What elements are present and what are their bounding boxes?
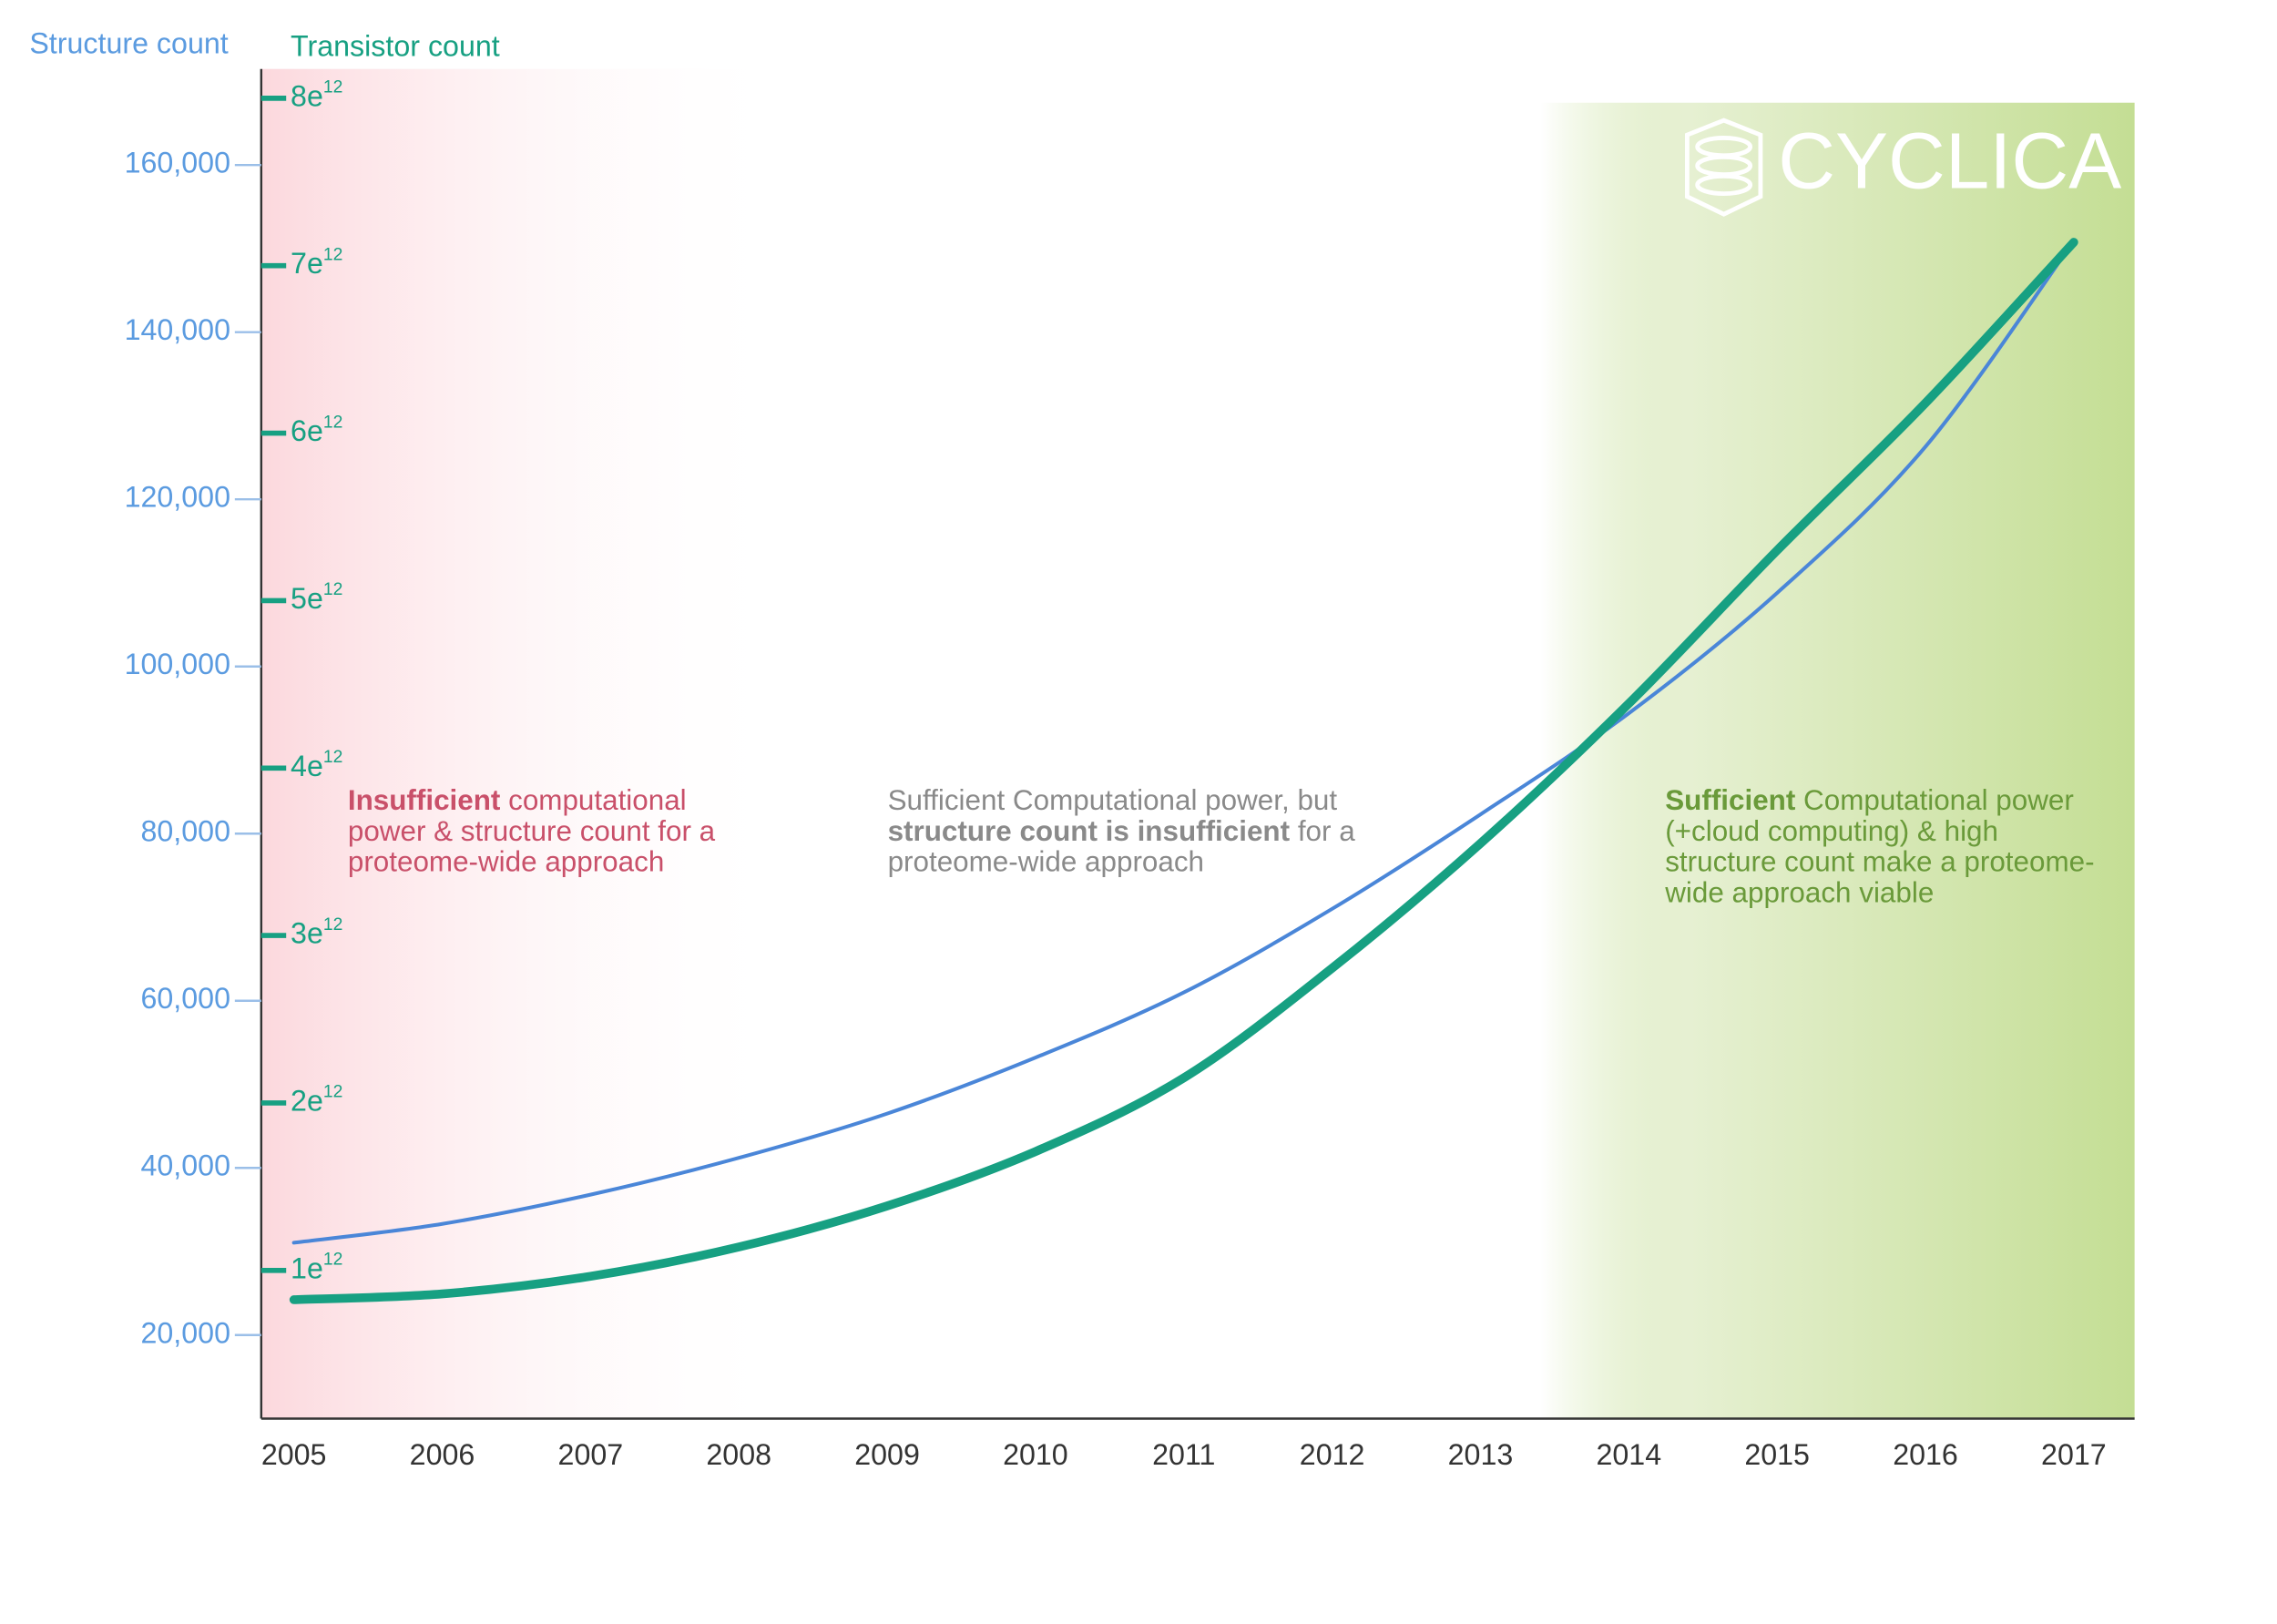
annotation-text: Sufficient Computational power, but stru…: [888, 786, 1431, 878]
y-tick-label: 60,000: [141, 982, 230, 1015]
x-tick-label: 2005: [261, 1438, 327, 1471]
annotation-part: computational power & structure count fo…: [347, 786, 723, 879]
x-tick-label: 2016: [1893, 1438, 1958, 1471]
annotation: Sufficient Computational power (+cloud c…: [1665, 786, 2105, 909]
y2-tick-label: 8e12: [291, 78, 342, 113]
logo: [1684, 117, 1763, 217]
x-tick-label: 2012: [1300, 1438, 1365, 1471]
insufficient-region: [260, 68, 790, 1419]
x-tick-label: 2013: [1448, 1438, 1514, 1471]
y-tick-label: 40,000: [141, 1149, 230, 1182]
sufficient-region: [1540, 102, 2135, 1419]
y-tick-label: 120,000: [125, 481, 230, 514]
y2-tick-label: 4e12: [291, 748, 342, 782]
series-line: [291, 239, 2076, 1245]
y-tick-label: 100,000: [125, 648, 230, 680]
x-tick-label: 2010: [1003, 1438, 1068, 1471]
annotation-part: structure count is insufficient: [887, 815, 1291, 848]
y-tick-label: 80,000: [141, 815, 230, 848]
annotation: Sufficient Computational power, but stru…: [888, 786, 1431, 878]
annotation-part: Computational power (+cloud computing) &…: [1665, 786, 2095, 910]
y-tick-label: 160,000: [125, 147, 230, 179]
logo-text: CYCLICA: [1778, 117, 2121, 206]
annotation-part: for a proteome-wide approach: [887, 815, 1363, 879]
x-tick-label: 2014: [1596, 1438, 1661, 1471]
annotation-text: Insufficient computational power & struc…: [348, 786, 766, 878]
annotation-part: Insufficient: [347, 786, 501, 818]
logo-icon: [1695, 173, 1753, 197]
series-line: [289, 238, 2078, 1304]
annotation-text: Sufficient Computational power (+cloud c…: [1665, 786, 2105, 909]
x-tick-label: 2007: [558, 1438, 624, 1471]
y2-tick-label: 6e12: [291, 413, 342, 447]
y2-tick-label: 5e12: [291, 580, 342, 615]
y2-axis-title: Transistor count: [291, 30, 500, 63]
annotation: Insufficient computational power & struc…: [348, 786, 766, 878]
annotation-part: Sufficient Computational power, but: [887, 786, 1345, 818]
x-tick-label: 2015: [1744, 1438, 1810, 1471]
x-tick-label: 2017: [2041, 1438, 2107, 1471]
logo-icon: [1684, 117, 1763, 217]
x-tick-label: 2008: [706, 1438, 771, 1471]
y-tick-label: 20,000: [141, 1316, 230, 1349]
x-tick-label: 2009: [854, 1438, 920, 1471]
annotation-part: Sufficient: [1665, 786, 1796, 818]
x-tick-label: 2011: [1152, 1438, 1215, 1471]
y-tick-label: 140,000: [125, 313, 230, 346]
y-axis-title: Structure count: [29, 26, 228, 59]
x-tick-label: 2006: [410, 1438, 475, 1471]
